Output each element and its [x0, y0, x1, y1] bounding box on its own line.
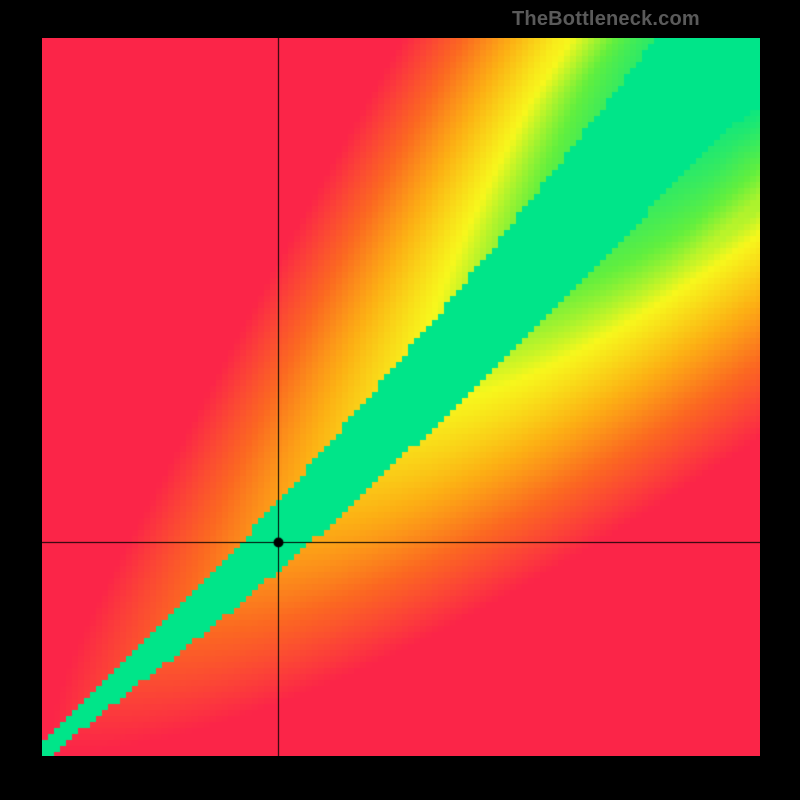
- heatmap-plot-area: [42, 38, 760, 756]
- heatmap-canvas: [42, 38, 760, 756]
- watermark-text: TheBottleneck.com: [512, 8, 700, 31]
